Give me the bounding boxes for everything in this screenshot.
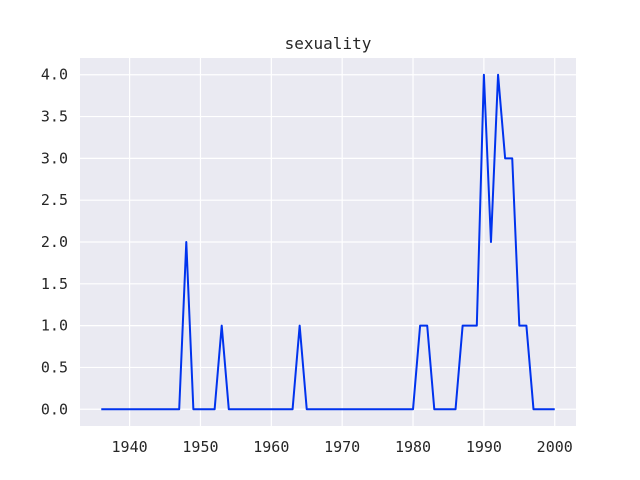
- x-tick-label: 1980: [395, 438, 431, 456]
- x-tick-label: 1940: [112, 438, 148, 456]
- x-axis: 1940 1950 1960 1970 1980 1990 2000: [112, 438, 573, 456]
- y-tick-label: 3.5: [41, 108, 68, 126]
- y-tick-label: 3.0: [41, 149, 68, 167]
- series-line: [101, 73, 555, 411]
- x-tick-label: 2000: [537, 438, 573, 456]
- y-tick-label: 2.5: [41, 191, 68, 209]
- x-tick-label: 1960: [253, 438, 289, 456]
- x-tick-label: 1990: [466, 438, 502, 456]
- y-tick-label: 4.0: [41, 66, 68, 84]
- y-tick-label: 1.5: [41, 275, 68, 293]
- y-tick-label: 0.0: [41, 400, 68, 418]
- x-tick-label: 1950: [182, 438, 218, 456]
- y-tick-label: 0.5: [41, 358, 68, 376]
- y-tick-label: 1.0: [41, 317, 68, 335]
- y-axis: 0.0 0.5 1.0 1.5 2.0 2.5 3.0 3.5 4.0: [41, 66, 68, 419]
- y-tick-label: 2.0: [41, 233, 68, 251]
- x-tick-label: 1970: [324, 438, 360, 456]
- chart-title: sexuality: [285, 34, 372, 53]
